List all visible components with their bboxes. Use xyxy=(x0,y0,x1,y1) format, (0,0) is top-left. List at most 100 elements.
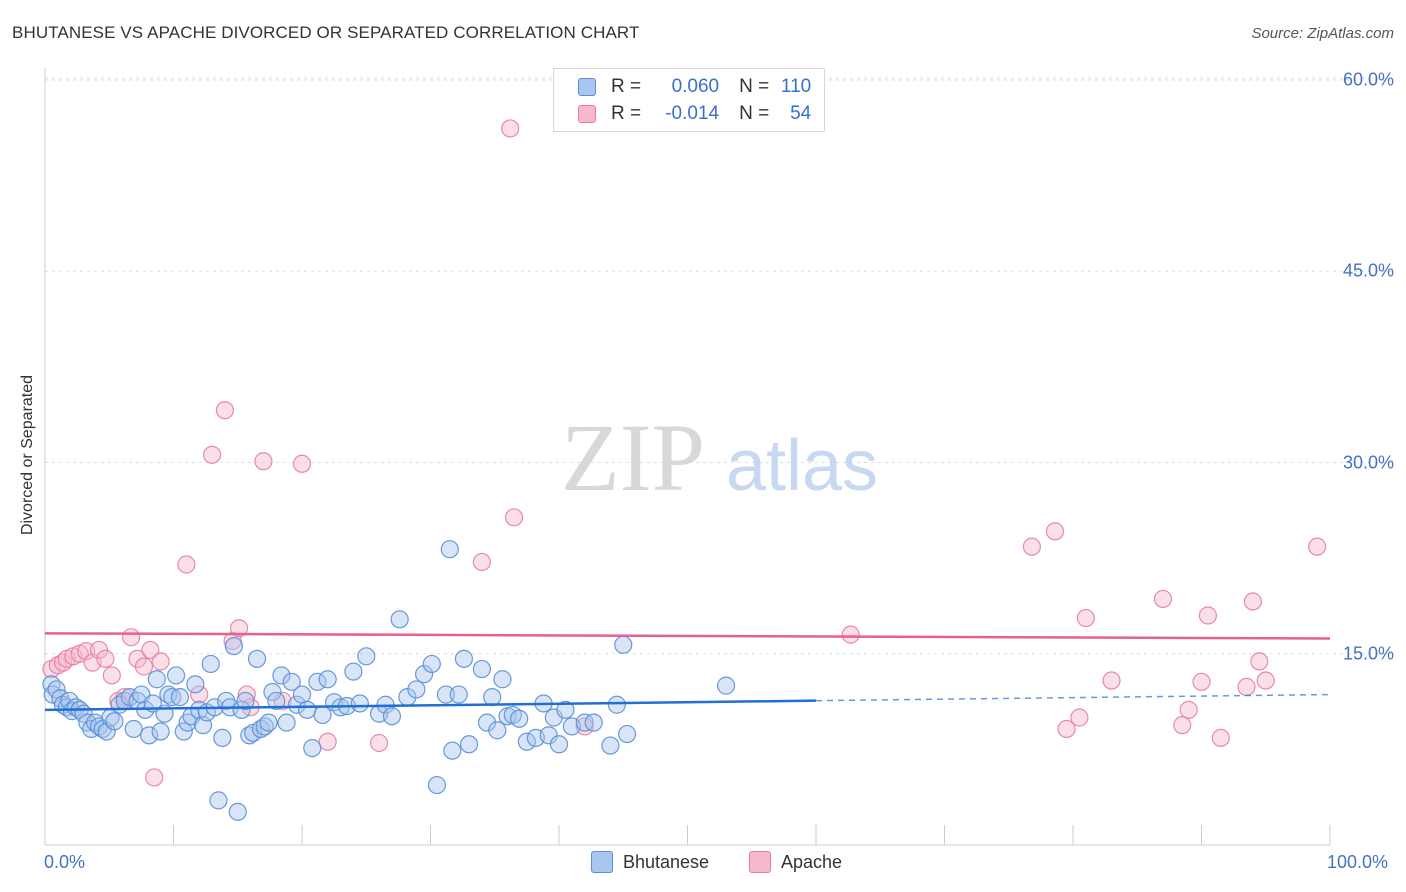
legend-bhutanese-n: 110 xyxy=(780,76,812,97)
bhutanese-point xyxy=(267,691,286,711)
legend-n-label: N = xyxy=(739,103,770,124)
bhutanese-point xyxy=(443,741,462,760)
x-tick-label-max: 100.0% xyxy=(1327,852,1389,872)
bhutanese-point xyxy=(440,540,459,559)
y-tick-label-45: 45.0% xyxy=(1342,260,1394,281)
bhutanese-point xyxy=(209,791,228,810)
apache-point xyxy=(1076,608,1095,628)
watermark-zip: ZIP xyxy=(561,404,705,511)
bhutanese-point xyxy=(228,802,247,821)
apache-point xyxy=(151,652,170,671)
apache-point xyxy=(202,445,222,464)
apache-swatch xyxy=(578,105,596,123)
apache-point xyxy=(472,552,491,572)
grid-lines xyxy=(45,77,1395,655)
correlation-legend: R = 0.060 N = 110 R = -0.014 N = 54 xyxy=(553,68,825,132)
apache-point xyxy=(273,691,292,711)
apache-point xyxy=(1211,728,1230,748)
apache-point xyxy=(77,642,96,661)
bhutanese-point xyxy=(174,722,193,741)
bhutanese-point xyxy=(163,687,182,707)
apache-point xyxy=(575,717,594,736)
bhutanese-point xyxy=(350,694,369,713)
apache-point xyxy=(48,656,67,675)
source-label: Source: ZipAtlas.com xyxy=(1251,25,1394,42)
bhutanese-point xyxy=(716,676,736,695)
apache-point xyxy=(1192,672,1211,691)
bhutanese-point xyxy=(407,680,426,699)
bhutanese-point xyxy=(436,685,456,704)
bhutanese-point xyxy=(556,700,575,719)
bhutanese-point xyxy=(422,654,441,674)
bhutanese-point xyxy=(139,726,159,745)
bhutanese-point xyxy=(97,722,116,741)
legend-bhutanese-r: 0.060 xyxy=(671,76,720,97)
bhutanese-point xyxy=(449,685,468,704)
bhutanese-point xyxy=(382,707,402,726)
apache-point xyxy=(1250,652,1269,671)
bhutanese-point xyxy=(213,728,232,748)
legend-apache-r: -0.014 xyxy=(665,103,720,124)
bhutanese-point xyxy=(272,666,291,685)
bhutanese-point xyxy=(427,775,447,795)
bhutanese-point xyxy=(124,719,143,739)
apache-trend-line xyxy=(44,632,1331,640)
y-tick-label-15: 15.0% xyxy=(1342,643,1394,664)
apache-point xyxy=(1243,592,1263,611)
apache-point xyxy=(96,649,115,668)
apache-point xyxy=(501,119,520,138)
apache-point xyxy=(145,768,164,787)
bhutanese-point xyxy=(282,672,301,691)
axes xyxy=(44,68,1331,846)
bhutanese-point xyxy=(287,695,306,714)
bhutanese-point xyxy=(147,670,166,689)
apache-point xyxy=(1057,719,1076,739)
apache-point xyxy=(1070,708,1089,727)
apache-legend-swatch xyxy=(749,851,771,873)
watermark: ZIP atlas xyxy=(561,404,878,511)
watermark-atlas: atlas xyxy=(726,426,878,506)
bhutanese-point xyxy=(236,691,255,711)
bhutanese-point xyxy=(390,610,409,629)
bhutanese-point xyxy=(105,712,124,731)
bottom-legend-bhutanese[interactable]: Bhutanese xyxy=(591,851,709,873)
bhutanese-point xyxy=(357,647,376,666)
bhutanese-point xyxy=(292,685,312,704)
apache-point xyxy=(1179,700,1198,719)
bhutanese-point xyxy=(493,670,512,689)
legend-n-label: N = xyxy=(739,76,770,97)
legend-row-apache: R = -0.014 N = 54 xyxy=(578,102,811,126)
legend-apache-n: 54 xyxy=(790,103,812,124)
bhutanese-point xyxy=(459,735,479,754)
apache-point xyxy=(177,555,196,574)
apache-points xyxy=(42,119,1327,787)
bhutanese-point xyxy=(170,687,190,707)
y-tick-label-60: 60.0% xyxy=(1342,69,1394,90)
apache-point xyxy=(1256,671,1275,690)
apache-point xyxy=(504,508,524,527)
bhutanese-point xyxy=(510,709,529,728)
bhutanese-point xyxy=(151,722,170,741)
bhutanese-point xyxy=(614,635,633,654)
bhutanese-point xyxy=(303,738,322,758)
apache-point xyxy=(190,685,209,704)
legend-r-label: R = xyxy=(611,103,642,124)
bhutanese-point xyxy=(618,724,637,744)
legend-row-bhutanese: R = 0.060 N = 110 xyxy=(578,75,811,99)
apache-legend-label: Apache xyxy=(781,851,843,872)
bhutanese-point xyxy=(517,732,536,751)
bhutanese-point xyxy=(607,695,626,714)
bhutanese-legend-swatch xyxy=(591,851,613,873)
apache-point xyxy=(229,619,249,638)
bhutanese-point xyxy=(47,680,66,699)
x-tick-label-min: 0.0% xyxy=(44,852,86,872)
bhutanese-point xyxy=(247,649,267,668)
apache-point xyxy=(1198,606,1218,625)
bottom-legend-apache[interactable]: Apache xyxy=(749,851,842,873)
bhutanese-point xyxy=(263,682,282,702)
chart-title: BHUTANESE VS APACHE DIVORCED OR SEPARATE… xyxy=(12,23,640,42)
apache-point xyxy=(215,401,234,420)
bhutanese-swatch xyxy=(578,78,596,96)
legend-r-label: R = xyxy=(611,76,642,97)
